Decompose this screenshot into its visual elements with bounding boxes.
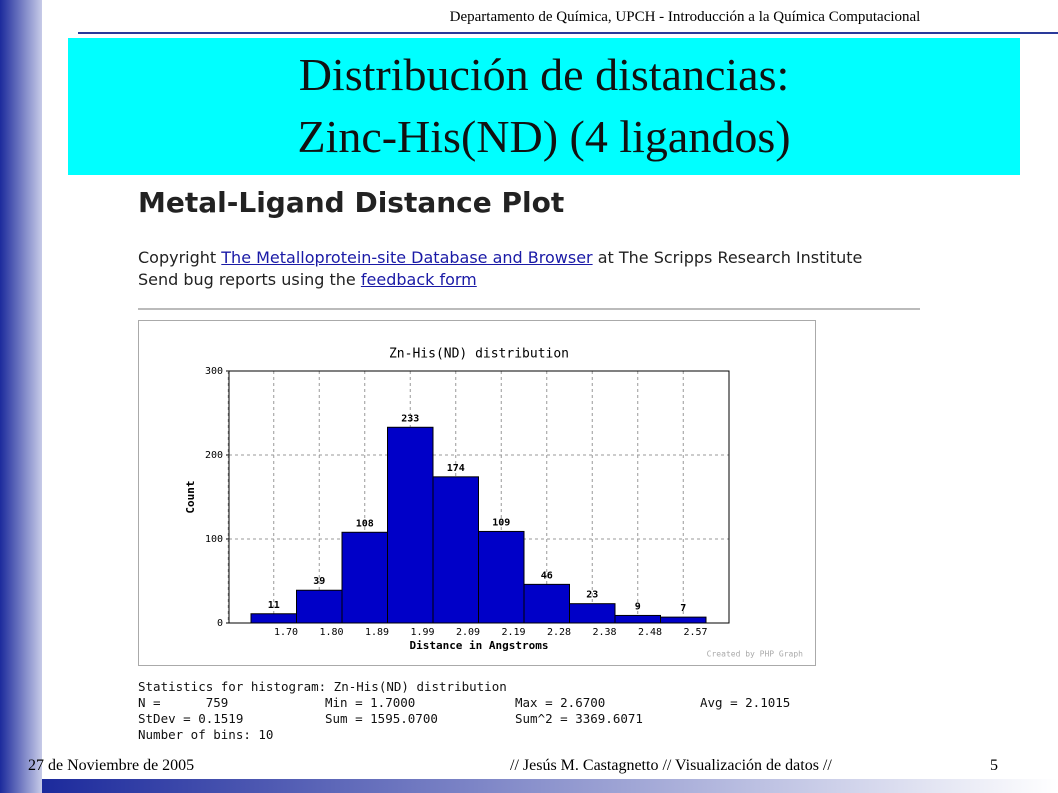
stat: N = 759 <box>138 695 229 710</box>
bar <box>387 426 434 624</box>
value-label: 7 <box>680 603 686 614</box>
sidebar <box>0 0 42 793</box>
link[interactable]: feedback form <box>360 270 477 289</box>
value-label: 39 <box>313 576 325 587</box>
x-tick-label: 1.99 <box>410 627 434 638</box>
text: at The Scripps Research Institute <box>597 248 863 267</box>
bar <box>614 614 661 624</box>
x-tick-label: 2.19 <box>501 627 525 638</box>
bar <box>432 476 479 624</box>
stat: StDev = 0.1519 <box>138 711 244 726</box>
copyright-line: Copyright The Metalloprotein-site Databa… <box>138 248 862 267</box>
x-tick-label: 2.48 <box>638 627 662 638</box>
bar <box>296 589 343 624</box>
value-label: 23 <box>586 590 598 601</box>
bar <box>523 583 570 624</box>
bar <box>478 530 525 624</box>
separator <box>138 308 920 310</box>
credit: Created by PHP Graph <box>707 650 804 659</box>
title-line: Distribución de distancias: <box>298 49 790 100</box>
bottom-bar <box>42 779 1058 793</box>
value-label: 9 <box>635 601 641 612</box>
bar <box>341 531 388 624</box>
value-label: 174 <box>447 463 465 474</box>
stats-title: Statistics for histogram: Zn-His(ND) dis… <box>138 679 507 694</box>
text: Copyright <box>138 248 217 267</box>
value-label: 233 <box>401 413 419 424</box>
y-axis-label: Count <box>184 480 197 513</box>
value-label: 109 <box>492 517 510 528</box>
bug-line: Send bug reports using the feedback form <box>138 270 477 289</box>
stat: Min = 1.7000 <box>325 695 416 710</box>
footer-author: // Jesús M. Castagnetto // Visualización… <box>510 757 832 774</box>
value-label: 46 <box>541 570 553 581</box>
footer-date: 27 de Noviembre de 2005 <box>28 757 195 774</box>
chart-title: Zn-His(ND) distribution <box>389 347 569 362</box>
title-line: Zinc-His(ND) (4 ligandos) <box>297 111 791 162</box>
x-tick-label: 2.09 <box>456 627 480 638</box>
header: Departamento de Química, UPCH - Introduc… <box>449 9 921 25</box>
stat: Number of bins: 10 <box>138 727 274 742</box>
text: Send bug reports using the <box>138 270 356 289</box>
stat: Avg = 2.1015 <box>700 695 791 710</box>
x-tick-label: 2.38 <box>592 627 616 638</box>
value-label: 11 <box>268 600 280 611</box>
bar <box>660 616 707 624</box>
x-tick-label: 2.28 <box>547 627 571 638</box>
value-label: 108 <box>356 518 374 529</box>
x-tick-label: 1.70 <box>274 627 298 638</box>
page-number: 5 <box>990 757 998 774</box>
x-tick-label: 2.57 <box>683 627 707 638</box>
plot-border <box>228 370 730 624</box>
bar <box>569 603 616 624</box>
stat: Sum = 1595.0700 <box>325 711 438 726</box>
title-box: Distribución de distancias: Zinc-His(ND)… <box>68 38 1020 175</box>
x-axis-label: Distance in Angstroms <box>409 639 548 652</box>
page-heading: Metal-Ligand Distance Plot <box>138 186 565 219</box>
stat: Sum^2 = 3369.6071 <box>515 711 643 726</box>
x-tick-label: 1.80 <box>319 627 343 638</box>
chart-frame: Zn-His(ND) distribution Count Distance in … <box>138 320 816 666</box>
y-tick-label: 100 <box>205 534 223 545</box>
y-tick-label: 0 <box>217 618 223 629</box>
chart: Zn-His(ND) distribution Count Distance in … <box>184 347 804 659</box>
stat: Max = 2.6700 <box>515 695 606 710</box>
y-tick-label: 300 <box>205 366 223 377</box>
x-tick-label: 1.89 <box>365 627 389 638</box>
header-rule <box>78 32 1058 34</box>
link[interactable]: The Metalloprotein-site Database and Bro… <box>221 248 593 267</box>
y-tick-label: 200 <box>205 450 223 461</box>
bar <box>250 613 297 624</box>
